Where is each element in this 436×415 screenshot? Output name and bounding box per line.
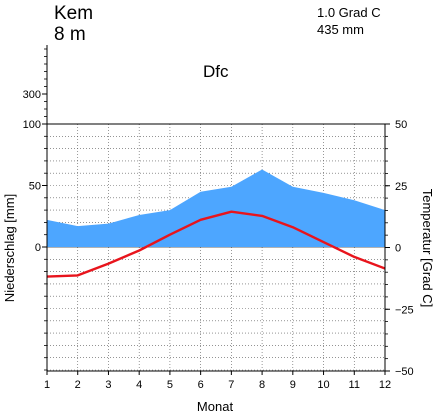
x-tick-label: 11 [349,379,360,391]
right-tick-label: 50 [395,119,407,131]
x-tick-label: 7 [228,379,234,391]
right-tick-label: −25 [395,304,414,316]
mean-temperature: 1.0 Grad C [317,5,381,20]
y-axis-label-right: Temperatur [Grad C] [420,189,435,308]
x-tick-label: 5 [167,379,173,391]
temperature-line [46,210,386,278]
chart-header: Kem 8 m 1.0 Grad C 435 mm Dfc [54,3,381,81]
x-axis-label: Monat [197,399,234,414]
left-tick-label: 50 [29,181,41,193]
precipitation-series [47,169,385,247]
station-elevation: 8 m [54,24,86,45]
right-tick-label: 0 [395,243,401,255]
x-tick-label: 6 [198,379,204,391]
x-tick-label: 9 [290,379,296,391]
x-tick-label: 4 [136,379,142,391]
x-tick-label: 8 [259,379,265,391]
left-tick-label: 0 [35,242,41,254]
precipitation-area [47,169,385,247]
station-name: Kem [54,3,93,24]
x-tick-label: 12 [379,379,391,391]
climate-class: Dfc [203,62,229,81]
x-tick-label: 3 [105,379,111,391]
x-tick-label: 2 [75,379,81,391]
left-tick-label: 300 [23,89,41,101]
right-tick-label: −50 [395,366,414,378]
annual-precipitation: 435 mm [317,22,364,37]
right-tick-label: 25 [395,181,407,193]
x-tick-label: 10 [317,379,329,391]
left-tick-label: 100 [23,119,41,131]
x-tick-label: 1 [44,379,50,391]
temperature-series [46,210,386,278]
y-axis-label-left: Niederschlag [mm] [2,194,17,302]
